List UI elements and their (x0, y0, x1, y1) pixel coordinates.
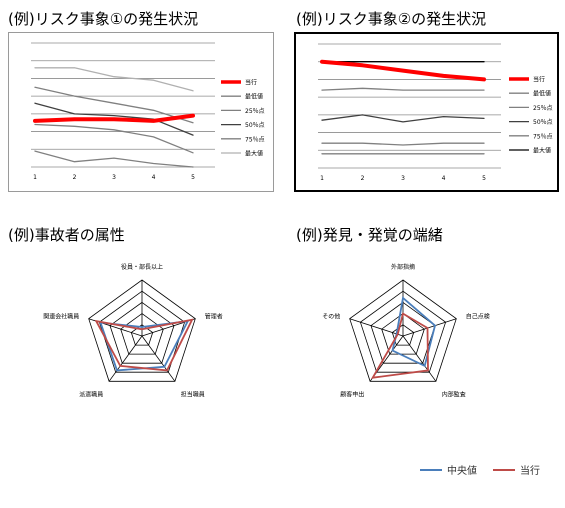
x-tick-label-1-2: 3 (401, 175, 405, 182)
radar-spoke-2-2 (141, 335, 176, 382)
legend-label-0-1: 最低値 (245, 93, 263, 101)
line-chart-2: 1 2 3 4 5 当行最低値 25％点 50％点 75％点最大値 (294, 32, 559, 192)
radar-axis-label-3-0: 外部指摘 (391, 263, 415, 271)
legend-label-1-2: 25％点 (533, 104, 553, 112)
radar-axis-label-2-3: 派遣職員 (79, 390, 103, 398)
series-line-0-0 (33, 113, 195, 123)
line-chart-1: 1 2 3 4 5 当行最低値 25％点 50％点 75％点最大値 (8, 32, 274, 192)
radar-ring-3-2 (381, 313, 425, 355)
radar-axis-label-2-4: 関連会社職員 (43, 313, 79, 321)
radar-ring-3-5 (349, 279, 457, 382)
legend-label-0-2: 25％点 (245, 107, 265, 115)
legend-label-1-1: 最低値 (533, 90, 551, 98)
radar-spoke-3-2 (402, 335, 437, 382)
legend-label-0-3: 50％点 (245, 121, 265, 129)
radar-ring-2-3 (109, 301, 175, 364)
radar-axis-label-3-3: 顧客申出 (340, 390, 364, 398)
radar-series-3-0 (391, 296, 437, 368)
x-tick-label-0-4: 5 (191, 174, 195, 181)
legend-label-0-5: 最大値 (245, 150, 263, 158)
radar-axis-label-2-0: 役員・部長以上 (121, 263, 163, 271)
x-tick-label-1-4: 5 (482, 175, 486, 182)
legend-label-1-3: 50％点 (533, 118, 553, 126)
x-tick-label-0-2: 3 (112, 174, 116, 181)
radar-series-3-1 (371, 312, 429, 379)
x-tick-label-0-1: 2 (73, 174, 77, 181)
radar-spoke-3-1 (402, 318, 457, 337)
series-line-0-4 (34, 86, 194, 124)
legend-label-1-4: 75％点 (533, 132, 553, 140)
chart3-title: (例)事故者の属性 (8, 226, 125, 244)
legend-label-median: 中央値 (447, 464, 477, 477)
radar-ring-3-1 (391, 324, 415, 346)
chart4-title: (例)発見・発覚の端緒 (296, 226, 443, 244)
chart2-title: (例)リスク事象②の発生状況 (296, 10, 487, 28)
x-tick-label-1-3: 4 (442, 175, 446, 182)
series-line-0-5 (34, 67, 194, 92)
radar-ring-2-5 (88, 279, 196, 382)
x-tick-label-0-3: 4 (152, 174, 156, 181)
chart1-title: (例)リスク事象①の発生状況 (8, 10, 199, 28)
series-line-1-0 (320, 59, 486, 82)
x-tick-label-0-0: 1 (33, 174, 37, 181)
legend-label-0-0: 当行 (245, 79, 257, 87)
x-tick-label-1-0: 1 (320, 175, 324, 182)
radar-ring-2-1 (130, 324, 154, 346)
radar-axis-label-2-1: 管理者 (205, 313, 223, 321)
shared-legend: 中央値 当行 (420, 464, 540, 477)
radar-ring-2-4 (98, 290, 186, 373)
radar-axis-label-3-4: その他 (322, 313, 340, 321)
radar-series-2-1 (94, 318, 194, 372)
series-line-1-3 (321, 114, 485, 123)
radar-spoke-2-3 (108, 335, 143, 382)
radar-axis-label-3-1: 自己点検 (466, 313, 490, 321)
series-line-0-3 (34, 102, 194, 136)
legend-label-1-0: 当行 (533, 76, 545, 84)
legend-label-ours: 当行 (520, 464, 540, 477)
radar-ring-3-4 (359, 290, 447, 373)
legend-label-0-4: 75％点 (245, 135, 265, 143)
radar-spoke-3-4 (349, 318, 404, 337)
radar-axis-label-3-2: 内部監査 (442, 390, 466, 398)
radar-axis-label-2-2: 担当職員 (181, 390, 205, 398)
series-line-0-1 (34, 150, 194, 168)
legend-label-1-5: 最大値 (533, 147, 551, 155)
series-line-1-4 (321, 87, 485, 91)
series-line-1-2 (321, 142, 485, 146)
x-tick-label-1-1: 2 (361, 175, 365, 182)
series-line-0-2 (34, 123, 194, 154)
